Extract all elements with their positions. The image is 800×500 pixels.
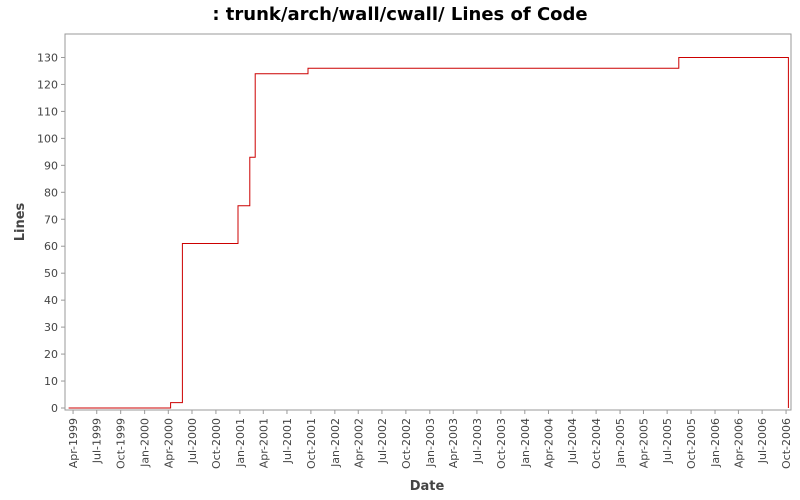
y-tick-label: 120: [37, 78, 58, 91]
y-tick-label: 20: [44, 348, 58, 361]
plot-area: [64, 33, 792, 411]
y-tick-label: 60: [44, 240, 58, 253]
x-tick-label: Jul-2006: [756, 418, 769, 464]
x-tick-label: Apr-2002: [352, 418, 365, 468]
x-tick-label: Oct-2000: [210, 418, 223, 469]
y-tick-label: 110: [37, 105, 58, 118]
x-tick-label: Jul-2000: [186, 418, 199, 464]
x-tick-label: Jul-2004: [566, 418, 579, 464]
x-axis-label: Date: [410, 479, 445, 494]
y-tick-label: 130: [37, 51, 58, 64]
x-tick-label: Jan-2000: [139, 418, 152, 468]
x-tick-label: Apr-2001: [257, 418, 270, 468]
x-tick-label: Jan-2006: [709, 418, 722, 468]
y-tick-label: 70: [44, 213, 58, 226]
x-tick-label: Jan-2005: [614, 418, 627, 468]
x-tick-label: Oct-2001: [305, 418, 318, 469]
chart-title: : trunk/arch/wall/cwall/ Lines of Code: [212, 4, 587, 25]
y-tick-label: 90: [44, 159, 58, 172]
x-tick-label: Apr-2005: [637, 418, 650, 468]
x-tick-label: Jul-2003: [471, 418, 484, 464]
y-tick-label: 40: [44, 294, 58, 307]
x-tick-label: Oct-2003: [495, 418, 508, 469]
y-axis-label: Lines: [13, 202, 28, 241]
x-tick-label: Apr-2000: [162, 418, 175, 468]
x-tick-label: Oct-2002: [400, 418, 413, 469]
x-tick-label: Jan-2003: [424, 418, 437, 468]
x-tick-label: Apr-1999: [67, 418, 80, 468]
x-tick-label: Apr-2003: [447, 418, 460, 468]
x-tick-label: Oct-2004: [590, 418, 603, 469]
y-tick-label: 10: [44, 375, 58, 388]
x-tick-label: Apr-2006: [732, 418, 745, 468]
y-tick-label: 30: [44, 321, 58, 334]
x-tick-label: Oct-2005: [685, 418, 698, 469]
y-axis: 0 10 20 30 40 50 60 70 80 90 100 110 120 130: [37, 51, 65, 415]
y-tick-label: 0: [51, 402, 58, 415]
x-tick-label: Oct-1999: [115, 418, 128, 469]
y-tick-label: 80: [44, 186, 58, 199]
series-line-lines-of-code: [68, 57, 789, 409]
y-tick-label: 50: [44, 267, 58, 280]
x-tick-label: Jul-1999: [91, 418, 104, 464]
y-tick-label: 100: [37, 132, 58, 145]
x-tick-label: Oct-2006: [780, 418, 793, 469]
x-tick-label: Jul-2001: [281, 418, 294, 464]
x-tick-label: Jan-2001: [234, 418, 247, 468]
x-tick-label: Jul-2005: [661, 418, 674, 464]
x-tick-label: Jul-2002: [376, 418, 389, 464]
x-axis: Apr-1999 Jul-1999 Oct-1999 Jan-2000 Apr-2000…: [67, 410, 793, 469]
x-tick-label: Jan-2004: [519, 418, 532, 468]
x-tick-label: Apr-2004: [542, 418, 555, 468]
x-tick-label: Jan-2002: [329, 418, 342, 468]
